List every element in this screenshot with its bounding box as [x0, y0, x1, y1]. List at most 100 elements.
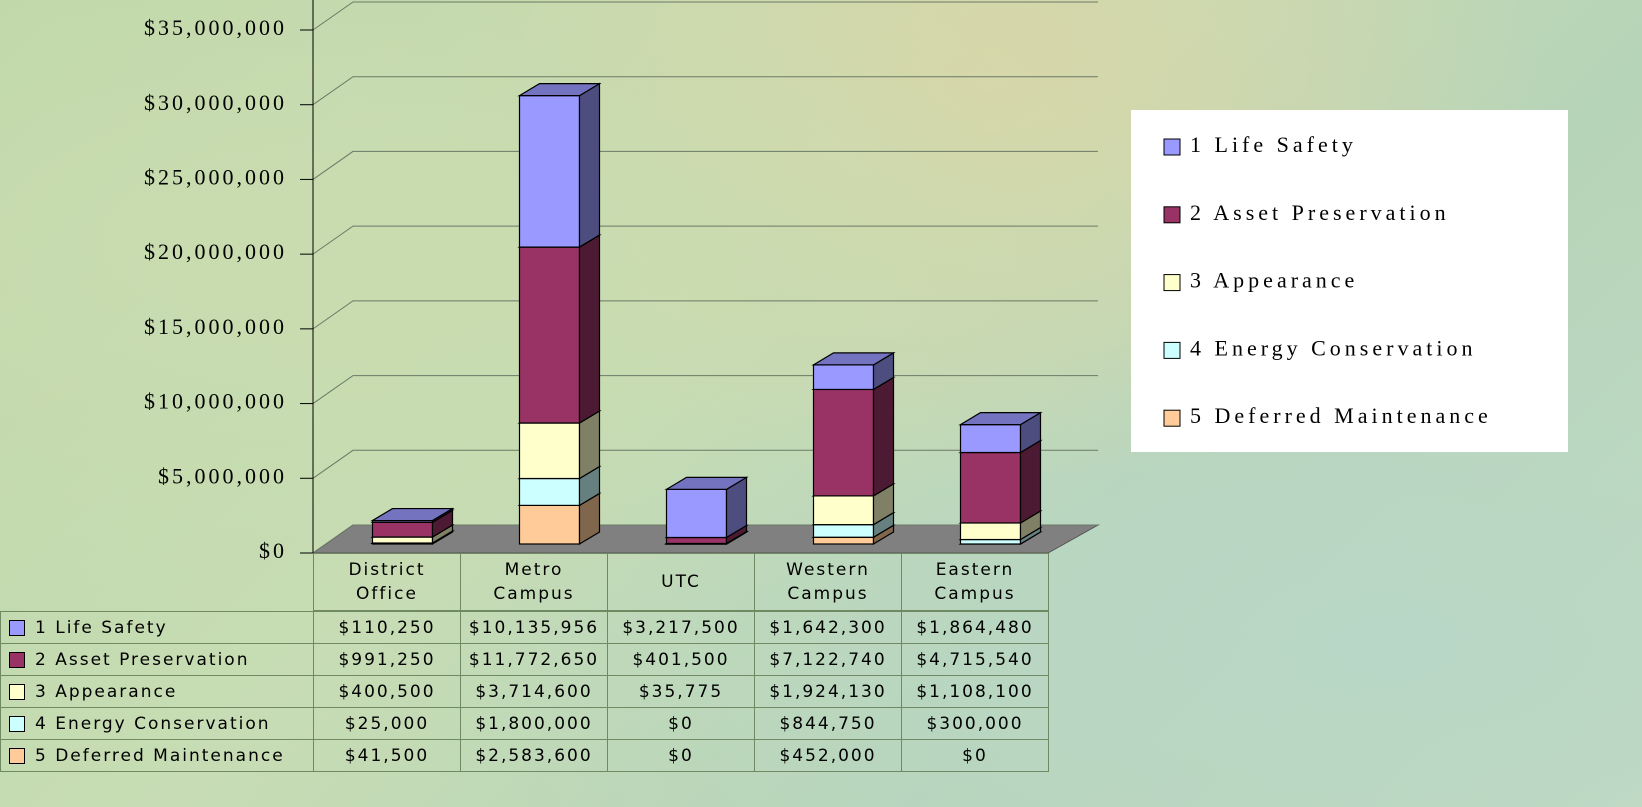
table-value: $401,500	[607, 643, 755, 676]
bar-front	[812, 536, 875, 545]
series-name: 1 Life Safety	[35, 617, 168, 638]
table-value: $991,250	[313, 643, 461, 676]
table-row-label: 2 Asset Preservation	[0, 643, 314, 676]
bar-front	[518, 422, 581, 480]
y-tick-label: $0	[259, 538, 287, 563]
table-row-label: 1 Life Safety	[0, 611, 314, 644]
table-value: $4,715,540	[901, 643, 1049, 676]
grid-line	[312, 375, 1098, 404]
y-tick-label: $35,000,000	[144, 15, 287, 40]
table-value: $1,864,480	[901, 611, 1049, 644]
bar-top	[664, 476, 749, 490]
legend-label: 5 Deferred Maintenance	[1190, 403, 1492, 428]
bar-side	[578, 234, 601, 425]
table-swatch	[9, 651, 25, 668]
bar-top	[958, 412, 1043, 426]
legend-swatch	[1163, 341, 1181, 359]
table-value: $41,500	[313, 739, 461, 772]
x-tick-label: District Office	[348, 560, 426, 604]
bar-side	[578, 82, 601, 249]
table-value: $25,000	[313, 707, 461, 740]
series-name: 3 Appearance	[35, 681, 178, 702]
table-value: $10,135,956	[460, 611, 608, 644]
table-value: $0	[607, 739, 755, 772]
bar-front	[959, 522, 1022, 541]
table-header-cell: Western Campus	[754, 553, 902, 611]
bar-segment	[664, 476, 749, 539]
bar-side	[872, 376, 895, 497]
grid-line	[312, 1, 1098, 31]
legend-swatch	[1163, 206, 1181, 224]
bar-front	[518, 504, 581, 545]
bar-top	[811, 352, 896, 366]
y-tick-label: $15,000,000	[144, 314, 287, 339]
series-name: 4 Energy Conservation	[35, 713, 271, 734]
bar-front	[959, 424, 1022, 454]
table-value: $7,122,740	[754, 643, 902, 676]
legend-swatch	[1163, 274, 1181, 292]
table-swatch	[9, 747, 25, 764]
table-value: $1,924,130	[754, 675, 902, 708]
bar-segment	[517, 82, 602, 249]
table-value: $300,000	[901, 707, 1049, 740]
y-tick-label: $25,000,000	[144, 164, 287, 189]
bar-segment	[811, 376, 896, 497]
y-tick-label: $5,000,000	[158, 463, 287, 488]
y-tick-label: $20,000,000	[144, 239, 287, 264]
grid-line	[312, 150, 1098, 180]
bar-front	[665, 536, 728, 545]
table-value: $1,108,100	[901, 675, 1049, 708]
table-header-cell: Metro Campus	[460, 553, 608, 611]
legend-label: 4 Energy Conservation	[1190, 335, 1476, 360]
table-swatch	[9, 619, 25, 636]
table-swatch	[9, 715, 25, 732]
x-tick-label: UTC	[661, 572, 701, 592]
bar-front	[959, 451, 1022, 524]
bar-front	[371, 536, 434, 544]
table-value: $1,800,000	[460, 707, 608, 740]
x-tick-label: Western Campus	[786, 560, 870, 604]
bar-front	[812, 364, 875, 391]
legend-swatch	[1163, 409, 1181, 427]
legend-box	[1131, 110, 1568, 452]
bar-front	[665, 488, 728, 539]
bar-front	[518, 95, 581, 248]
legend-label: 1 Life Safety	[1190, 132, 1357, 157]
table-value: $3,714,600	[460, 675, 608, 708]
bar-segment	[958, 411, 1043, 454]
table-value: $110,250	[313, 611, 461, 644]
bar-front	[812, 388, 875, 497]
table-row-label: 4 Energy Conservation	[0, 707, 314, 740]
grid-line	[312, 225, 1098, 255]
table-row-label: 3 Appearance	[0, 675, 314, 708]
x-tick-label: Metro Campus	[493, 560, 575, 604]
table-row-label: 5 Deferred Maintenance	[0, 739, 314, 772]
x-tick-label: Eastern Campus	[934, 560, 1016, 604]
table-value: $11,772,650	[460, 643, 608, 676]
table-value: $844,750	[754, 707, 902, 740]
table-swatch	[9, 683, 25, 700]
bar-front	[518, 477, 581, 506]
y-tick-label: $30,000,000	[144, 90, 287, 115]
series-name: 2 Asset Preservation	[35, 649, 250, 670]
table-value: $400,500	[313, 675, 461, 708]
legend-label: 2 Asset Preservation	[1190, 200, 1450, 225]
y-tick-label: $10,000,000	[144, 389, 287, 414]
table-value: $35,775	[607, 675, 755, 708]
bar-front	[371, 521, 434, 538]
table-value: $452,000	[754, 739, 902, 772]
legend-label: 3 Appearance	[1190, 268, 1358, 293]
table-value: $2,583,600	[460, 739, 608, 772]
table-value: $3,217,500	[607, 611, 755, 644]
table-header-cell: UTC	[607, 553, 755, 611]
table-value: $0	[607, 707, 755, 740]
bar-top	[517, 83, 602, 97]
table-header-cell: Eastern Campus	[901, 553, 1049, 611]
table-value: $1,642,300	[754, 611, 902, 644]
bar-side	[1019, 439, 1042, 525]
grid-line	[312, 76, 1098, 106]
bar-front	[959, 538, 1022, 545]
bar-front	[812, 524, 875, 538]
